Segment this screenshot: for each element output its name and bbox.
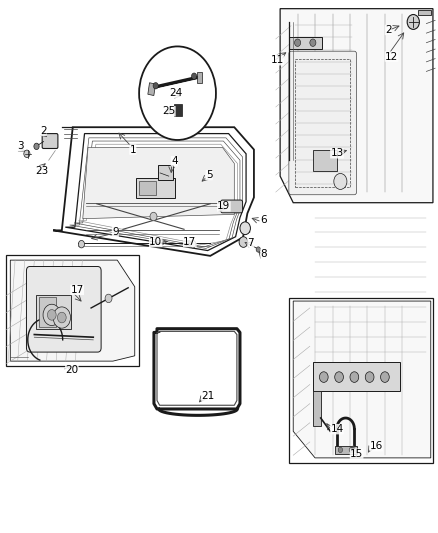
Text: 14: 14 bbox=[330, 424, 343, 434]
Circle shape bbox=[407, 14, 420, 29]
Circle shape bbox=[338, 447, 343, 453]
FancyBboxPatch shape bbox=[42, 134, 58, 149]
Bar bbox=[289, 37, 321, 49]
Circle shape bbox=[294, 39, 300, 46]
Text: 8: 8 bbox=[261, 249, 267, 259]
Text: 21: 21 bbox=[201, 391, 215, 401]
Circle shape bbox=[153, 83, 158, 89]
Text: 4: 4 bbox=[171, 156, 177, 166]
Bar bbox=[272, 9, 433, 203]
Text: 2: 2 bbox=[385, 25, 392, 35]
Circle shape bbox=[34, 143, 39, 150]
Circle shape bbox=[239, 237, 248, 247]
Bar bbox=[313, 391, 321, 426]
Circle shape bbox=[43, 304, 60, 326]
Circle shape bbox=[319, 372, 328, 382]
Circle shape bbox=[105, 294, 112, 303]
Text: 16: 16 bbox=[370, 441, 383, 451]
Circle shape bbox=[350, 372, 359, 382]
Bar bbox=[39, 297, 56, 327]
FancyBboxPatch shape bbox=[26, 266, 101, 352]
Circle shape bbox=[349, 447, 353, 453]
Bar bbox=[418, 10, 431, 15]
Circle shape bbox=[310, 39, 316, 46]
Circle shape bbox=[190, 240, 196, 248]
Circle shape bbox=[256, 247, 261, 252]
Text: 25: 25 bbox=[162, 106, 176, 116]
Polygon shape bbox=[11, 260, 135, 361]
Bar bbox=[289, 298, 433, 463]
Text: 7: 7 bbox=[247, 238, 254, 247]
Circle shape bbox=[334, 173, 347, 189]
Text: 24: 24 bbox=[169, 88, 183, 98]
Bar bbox=[36, 295, 71, 329]
Circle shape bbox=[53, 307, 71, 328]
Text: 17: 17 bbox=[183, 237, 197, 247]
Text: 12: 12 bbox=[385, 52, 398, 61]
Text: 9: 9 bbox=[112, 227, 119, 237]
FancyBboxPatch shape bbox=[289, 51, 357, 195]
Text: 5: 5 bbox=[206, 170, 212, 180]
Text: 15: 15 bbox=[350, 449, 363, 458]
Text: 17: 17 bbox=[71, 285, 84, 295]
Circle shape bbox=[150, 212, 157, 221]
Bar bbox=[335, 446, 357, 454]
Polygon shape bbox=[280, 9, 433, 203]
Bar bbox=[174, 104, 182, 116]
Bar bbox=[313, 150, 337, 171]
Circle shape bbox=[191, 73, 197, 79]
Polygon shape bbox=[83, 148, 234, 219]
Polygon shape bbox=[53, 127, 254, 256]
Bar bbox=[139, 181, 156, 195]
Text: 19: 19 bbox=[217, 201, 230, 212]
Bar bbox=[136, 178, 175, 198]
Text: 2: 2 bbox=[40, 126, 46, 136]
Text: 6: 6 bbox=[261, 215, 267, 225]
Bar bbox=[148, 83, 155, 95]
Circle shape bbox=[365, 372, 374, 382]
Text: 20: 20 bbox=[65, 365, 78, 375]
Bar bbox=[197, 72, 202, 83]
Text: 1: 1 bbox=[130, 144, 136, 155]
Bar bbox=[295, 59, 350, 187]
Text: 13: 13 bbox=[330, 148, 343, 158]
Bar bbox=[313, 362, 400, 391]
Text: 11: 11 bbox=[271, 55, 284, 65]
Circle shape bbox=[24, 150, 30, 158]
Circle shape bbox=[47, 310, 56, 320]
Circle shape bbox=[57, 312, 66, 323]
Bar bbox=[158, 165, 173, 180]
FancyBboxPatch shape bbox=[221, 200, 243, 213]
Circle shape bbox=[139, 46, 216, 140]
Text: 3: 3 bbox=[17, 141, 24, 151]
Circle shape bbox=[335, 372, 343, 382]
Circle shape bbox=[240, 222, 251, 235]
Text: 23: 23 bbox=[35, 166, 48, 176]
Circle shape bbox=[78, 240, 85, 248]
Circle shape bbox=[381, 372, 389, 382]
Polygon shape bbox=[293, 301, 431, 458]
Text: 10: 10 bbox=[149, 237, 162, 247]
Bar bbox=[6, 255, 139, 367]
